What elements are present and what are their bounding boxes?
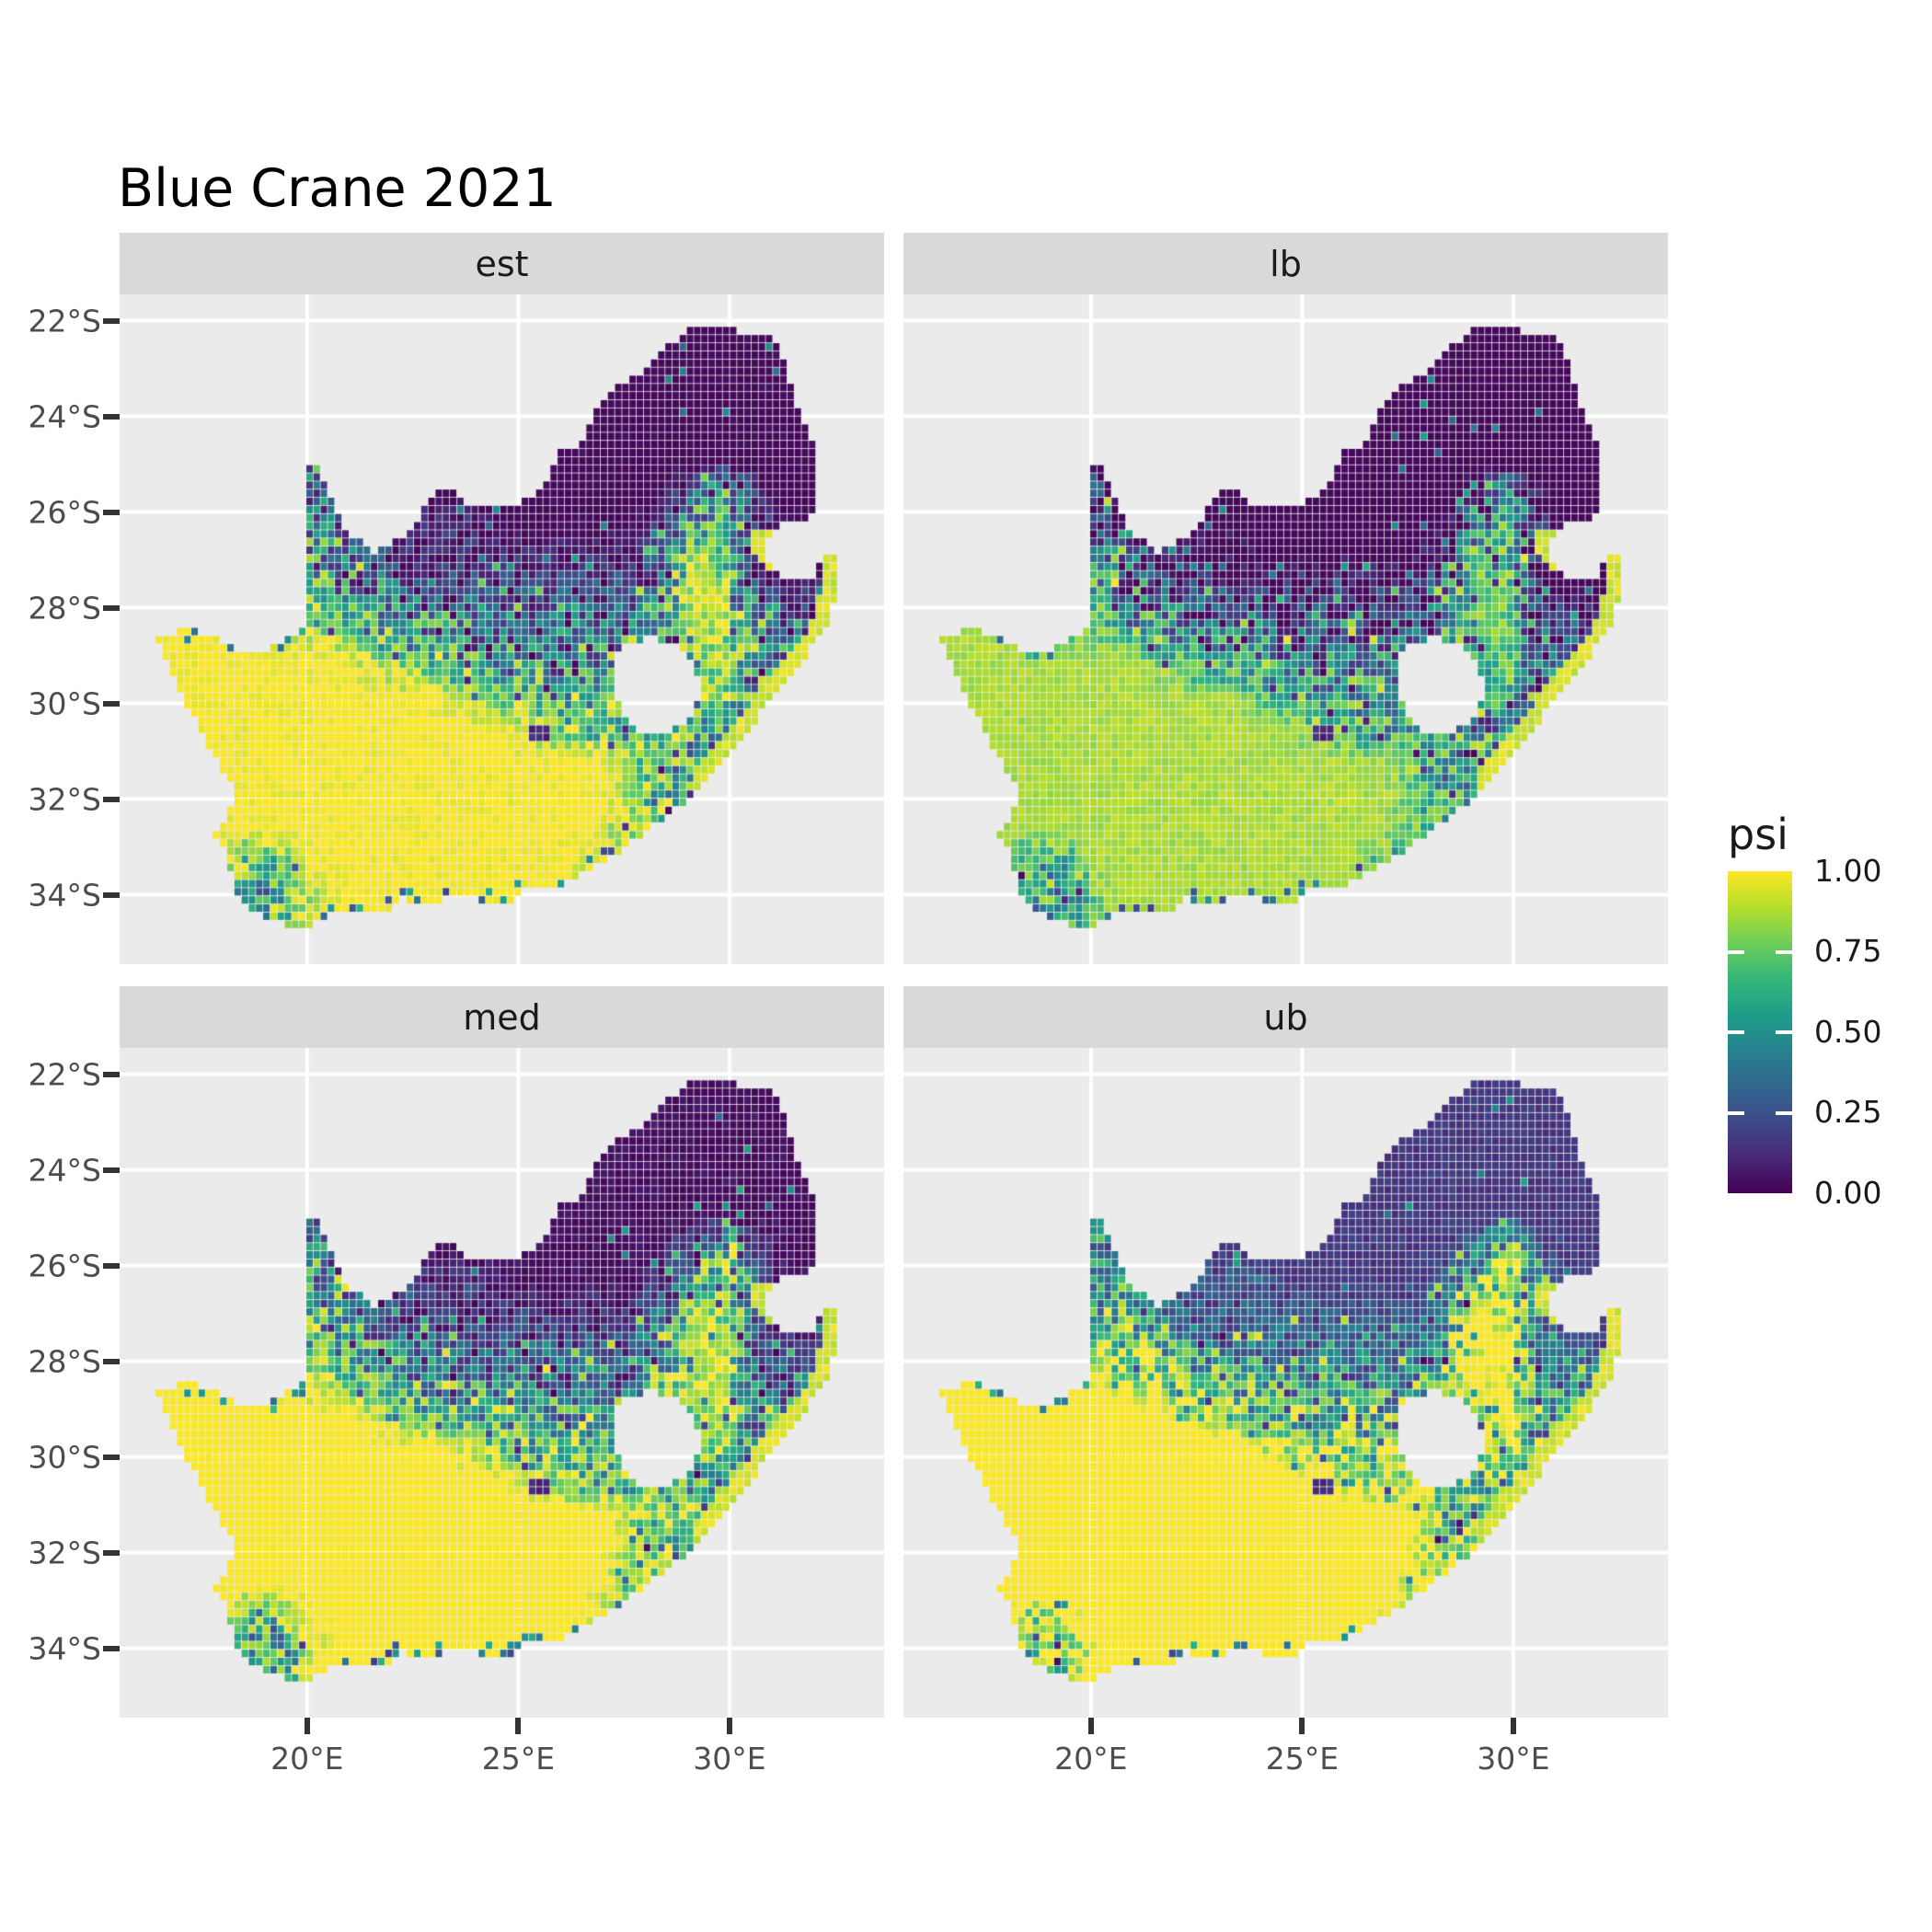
axis-tick-mark — [1299, 1718, 1305, 1734]
axis-tick-mark — [515, 1718, 522, 1734]
facet-strip-lb: lb — [903, 233, 1668, 294]
facet-strip-ub: ub — [903, 986, 1668, 1048]
axis-tick-mark — [103, 317, 120, 324]
legend-tick-mark — [1776, 1030, 1792, 1034]
legend-tick-label: 0.25 — [1814, 1094, 1882, 1130]
facet-strip-label-ub: ub — [1263, 996, 1308, 1038]
facet-panel-est — [120, 294, 884, 964]
y-axis-tick-label: 26°S — [28, 494, 101, 531]
axis-tick-mark — [103, 604, 120, 611]
axis-tick-mark — [1510, 1718, 1516, 1734]
plot-title: Blue Crane 2021 — [118, 158, 557, 219]
legend-tick-mark — [1728, 949, 1744, 954]
axis-tick-mark — [103, 1262, 120, 1269]
axis-tick-mark — [1087, 1718, 1094, 1734]
axis-tick-mark — [103, 796, 120, 802]
legend-tick-mark — [1728, 1110, 1744, 1115]
legend-tick-label: 0.50 — [1814, 1014, 1882, 1050]
x-axis-tick-label: 20°E — [1054, 1741, 1128, 1777]
x-axis-tick-label: 25°E — [1265, 1741, 1340, 1777]
facet-panel-lb — [903, 294, 1668, 964]
y-axis-tick-label: 22°S — [28, 1056, 101, 1093]
legend-tick-mark — [1776, 949, 1792, 954]
y-axis-tick-label: 30°S — [28, 685, 101, 722]
x-axis-tick-label: 30°E — [1477, 1741, 1550, 1777]
y-axis-tick-label: 24°S — [28, 1152, 101, 1189]
axis-tick-mark — [103, 1167, 120, 1173]
axis-tick-mark — [103, 1549, 120, 1556]
y-axis-tick-label: 32°S — [28, 781, 101, 818]
facet-panel-ub — [903, 1048, 1668, 1718]
facet-strip-est: est — [120, 233, 884, 294]
axis-tick-mark — [103, 1645, 120, 1651]
y-axis-tick-label: 34°S — [28, 877, 101, 914]
facet-strip-label-est: est — [475, 243, 529, 284]
map-canvas-ub — [903, 1048, 1668, 1718]
axis-tick-mark — [103, 413, 120, 420]
axis-tick-mark — [103, 891, 120, 898]
y-axis-tick-label: 24°S — [28, 398, 101, 435]
map-canvas-lb — [903, 294, 1668, 964]
legend-title: psi — [1728, 810, 1788, 859]
y-axis-tick-label: 28°S — [28, 1343, 101, 1380]
y-axis-tick-label: 30°S — [28, 1439, 101, 1476]
axis-tick-mark — [103, 509, 120, 515]
facet-strip-label-med: med — [463, 996, 541, 1038]
axis-tick-mark — [103, 700, 120, 707]
facet-strip-label-lb: lb — [1270, 243, 1302, 284]
map-canvas-med — [120, 1048, 884, 1718]
legend-tick-mark — [1728, 1030, 1744, 1034]
axis-tick-mark — [304, 1718, 310, 1734]
axis-tick-mark — [103, 1454, 120, 1460]
y-axis-tick-label: 34°S — [28, 1630, 101, 1667]
facet-panel-med — [120, 1048, 884, 1718]
y-axis-tick-label: 32°S — [28, 1535, 101, 1571]
x-axis-tick-label: 25°E — [481, 1741, 556, 1777]
map-canvas-est — [120, 294, 884, 964]
legend-tick-mark — [1776, 1110, 1792, 1115]
x-axis-tick-label: 20°E — [270, 1741, 344, 1777]
axis-tick-mark — [726, 1718, 732, 1734]
y-axis-tick-label: 22°S — [28, 303, 101, 339]
legend-tick-label: 0.00 — [1814, 1175, 1882, 1211]
legend-tick-label: 0.75 — [1814, 933, 1882, 969]
facet-strip-med: med — [120, 986, 884, 1048]
y-axis-tick-label: 28°S — [28, 590, 101, 627]
axis-tick-mark — [103, 1071, 120, 1077]
x-axis-tick-label: 30°E — [693, 1741, 766, 1777]
legend-tick-label: 1.00 — [1814, 853, 1882, 889]
axis-tick-mark — [103, 1358, 120, 1364]
y-axis-tick-label: 26°S — [28, 1248, 101, 1284]
